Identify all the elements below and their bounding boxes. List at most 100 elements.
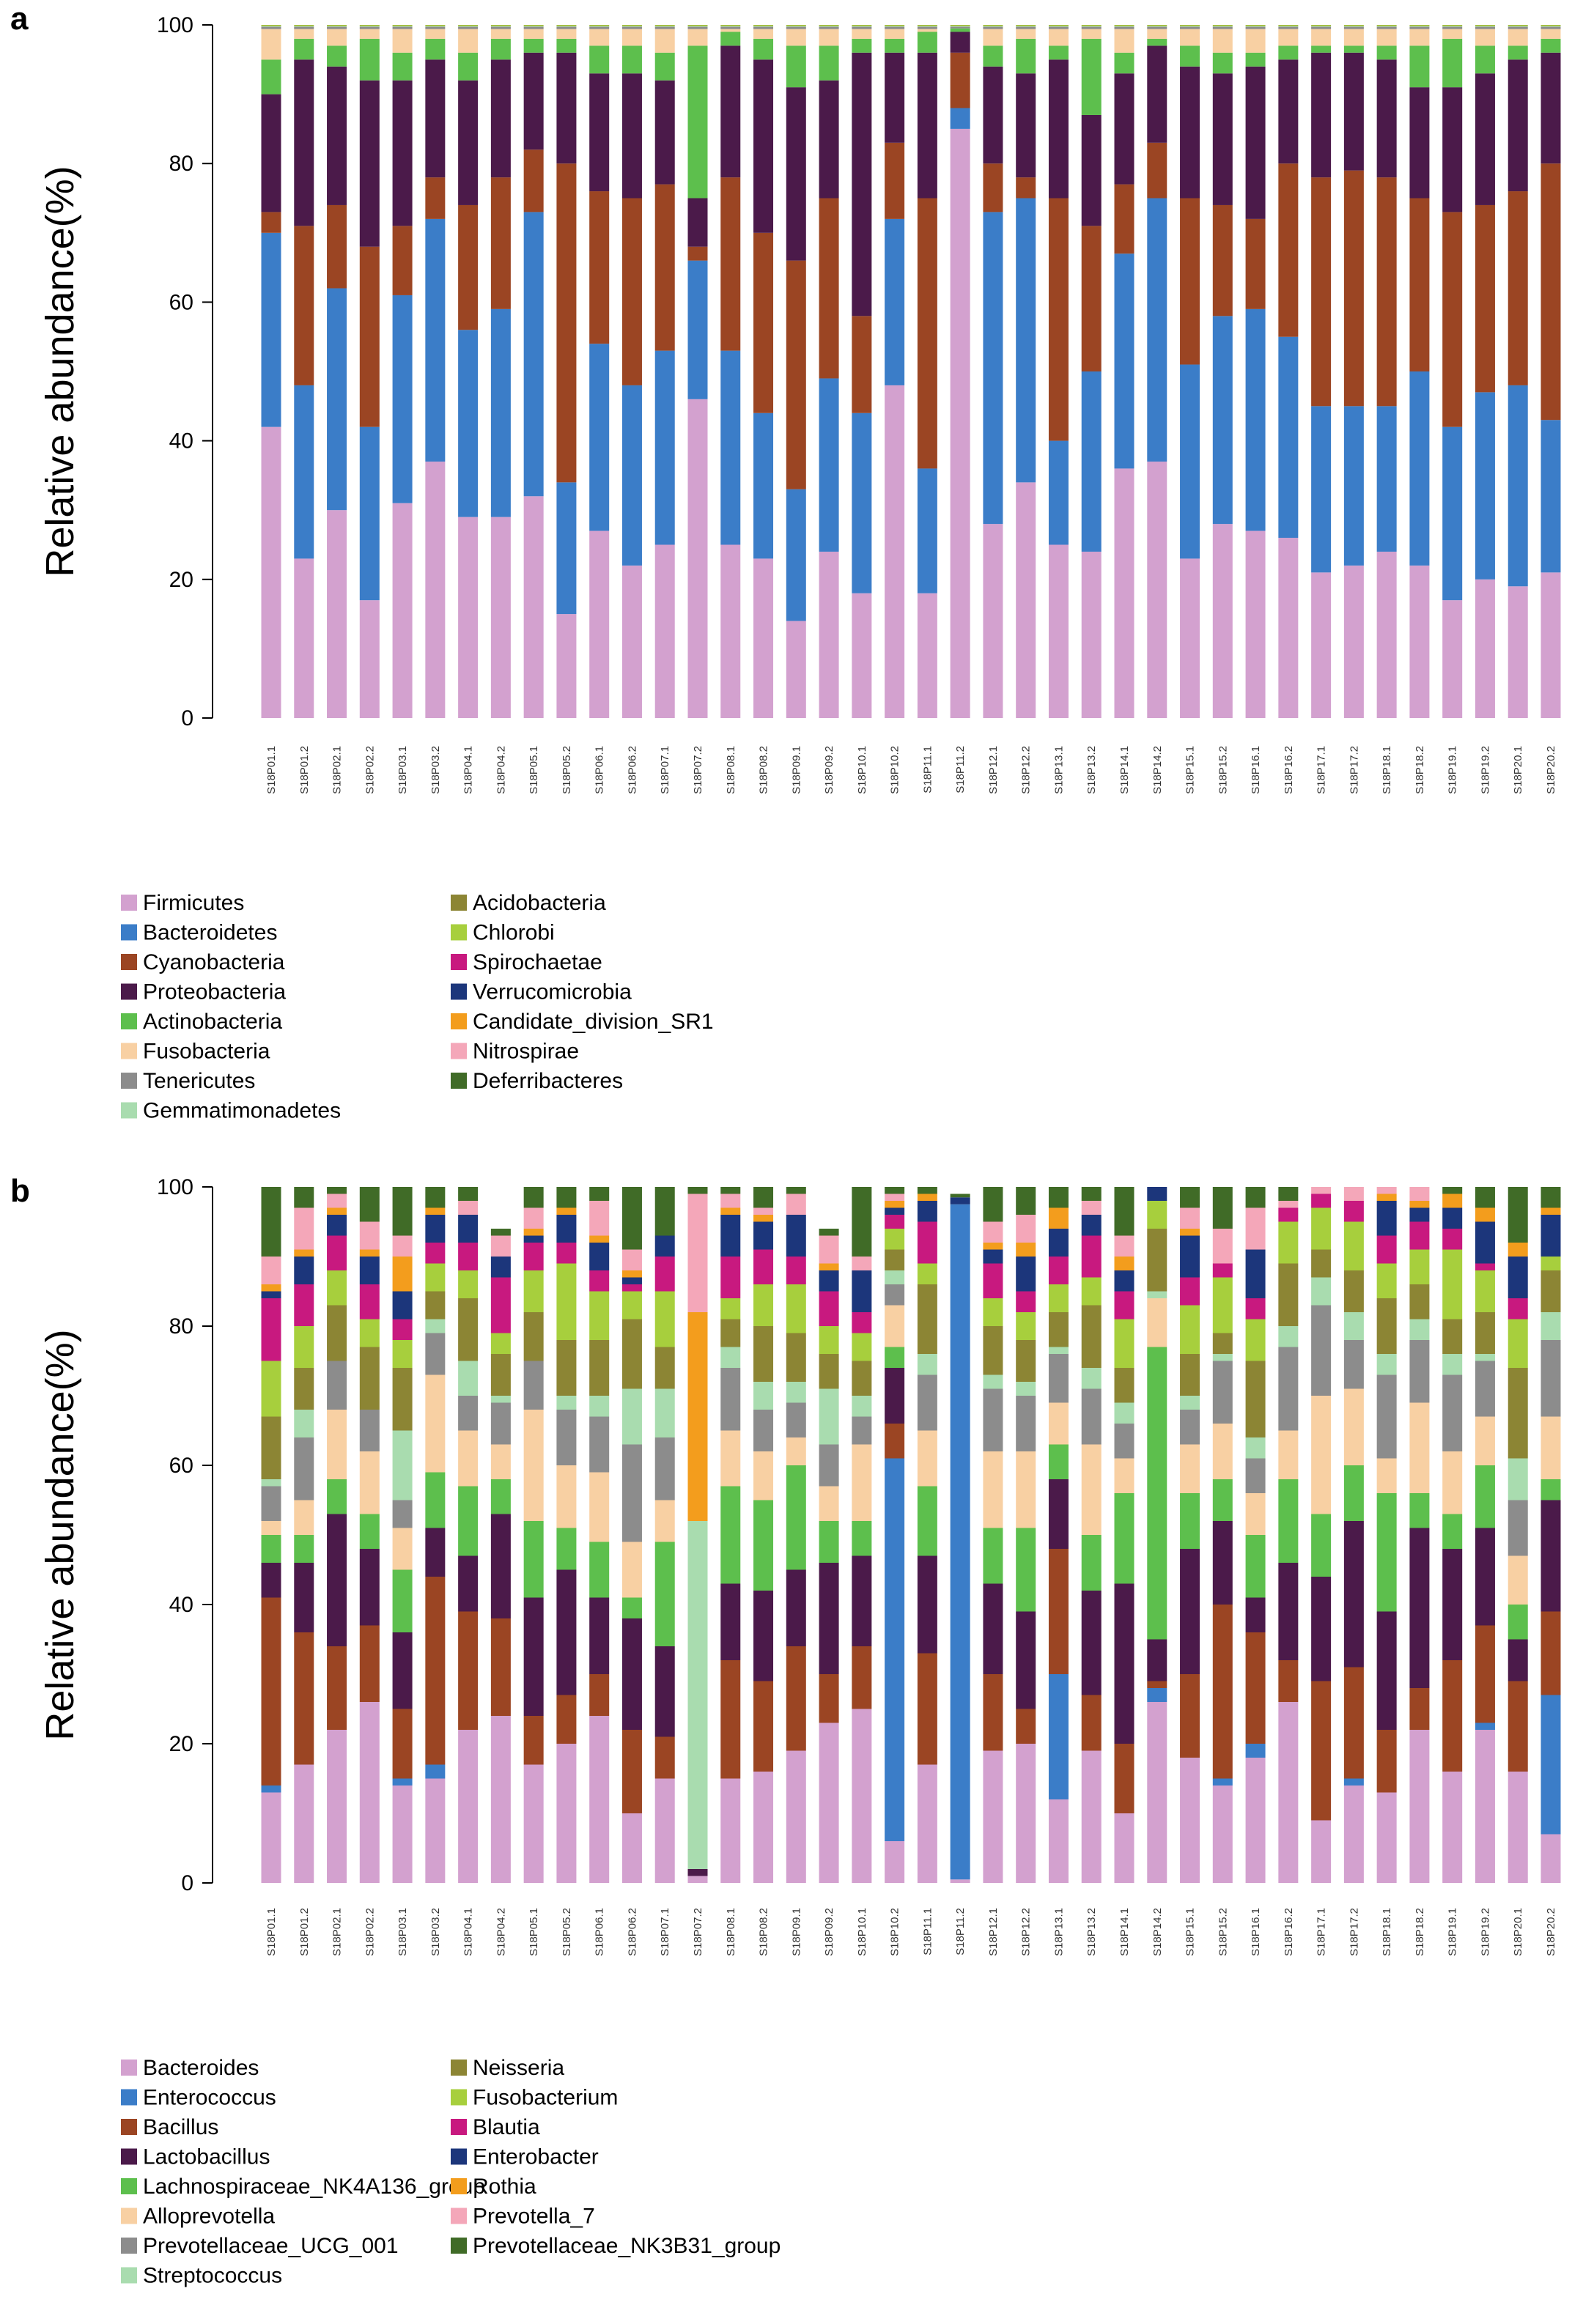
bar-segment-Bacteroides <box>852 1709 872 1883</box>
bar-segment-Gemmatimonadetes <box>1081 26 1102 27</box>
legend-label: Prevotella_7 <box>473 2205 595 2229</box>
bar-segment-Bacteroides <box>1147 1702 1167 1883</box>
bar-segment-Cyanobacteria <box>983 163 1003 212</box>
bar-segment-Neisseria <box>1048 1312 1069 1347</box>
bar-segment-Proteobacteria <box>852 52 872 317</box>
bar-segment-Actinobacteria <box>917 32 937 53</box>
bar-segment-Bacteroides <box>819 1722 839 1883</box>
bar-segment-Proteobacteria <box>589 73 610 192</box>
bar-segment-Fusobacteria <box>294 29 314 39</box>
bar-segment-Alloprevotella <box>1180 1444 1200 1493</box>
bar-segment-Alloprevotella <box>885 1305 905 1347</box>
x-tick-label: S18P07.1 <box>659 746 671 794</box>
bar-segment-Firmicutes <box>1442 600 1463 718</box>
bar-segment-Prevotellaceae_UCG_001 <box>1343 1340 1364 1389</box>
bar-segment-Streptococcus <box>687 1521 708 1869</box>
x-tick-label: S18P08.2 <box>758 746 770 794</box>
bar-segment-Streptococcus <box>294 1410 314 1437</box>
bar-segment-Prevotellaceae_UCG_001 <box>294 1437 314 1500</box>
bar-segment-Alloprevotella <box>654 1500 675 1542</box>
bar-segment-Bacteroidetes <box>1081 371 1102 552</box>
bar-segment-Gemmatimonadetes <box>425 26 446 27</box>
bar-segment-Enterococcus <box>1475 1722 1495 1730</box>
bar-segment-Firmicutes <box>720 544 741 718</box>
bar-segment-Actinobacteria <box>458 52 479 81</box>
bar-segment-Streptococcus <box>458 1361 479 1396</box>
bar-segment-Lactobacillus <box>294 1563 314 1632</box>
bar-segment-Bacteroides <box>294 1764 314 1883</box>
x-tick-label: S18P02.1 <box>331 746 344 794</box>
bar-segment-Fusobacteria <box>458 29 479 53</box>
bar-segment-Rothia <box>621 1270 642 1278</box>
bar-segment-Actinobacteria <box>1541 38 1561 53</box>
bar-segment-Blautia <box>556 1243 577 1264</box>
bar-segment-Tenericutes <box>1508 26 1528 29</box>
bar-segment-Chlorobi <box>458 25 479 26</box>
bar-segment-Firmicutes <box>1508 586 1528 718</box>
bar-segment-Bacillus <box>1016 1709 1036 1744</box>
bar-segment-Neisseria <box>885 1249 905 1270</box>
bar-segment-Gemmatimonadetes <box>556 26 577 27</box>
legend-swatch <box>121 2060 137 2076</box>
bar-segment-Rothia <box>983 1243 1003 1250</box>
bar-segment-Prevotellaceae_NK3B31_group <box>589 1187 610 1201</box>
bar-segment-Chlorobi <box>589 25 610 26</box>
legend-label: Fusobacterium <box>473 2086 618 2110</box>
bar-segment-Cyanobacteria <box>753 232 774 413</box>
bar-segment-Bacteroidetes <box>1343 406 1364 566</box>
bar-segment-Cyanobacteria <box>458 204 479 330</box>
x-tick-label: S18P15.1 <box>1184 746 1197 794</box>
bar-segment-Lactobacillus <box>1245 1597 1266 1632</box>
bar-segment-Lactobacillus <box>654 1646 675 1737</box>
bar-segment-Alloprevotella <box>490 1444 511 1479</box>
bar-segment-Bacillus <box>1245 1632 1266 1744</box>
x-tick-label: S18P03.2 <box>429 1908 442 1956</box>
bar-segment-Cyanobacteria <box>392 226 413 295</box>
bar-segment-Lachnospiraceae_NK4A136_group <box>1212 1479 1233 1521</box>
bar-segment-Bacteroidetes <box>1147 198 1167 462</box>
bar-segment-Lachnospiraceae_NK4A136_group <box>1475 1465 1495 1528</box>
y-tick-label: 40 <box>169 1593 193 1617</box>
bar-segment-Actinobacteria <box>1508 45 1528 60</box>
bar-segment-Enterococcus <box>392 1778 413 1785</box>
x-tick-label: S18P11.1 <box>921 746 934 793</box>
y-tick-label: 80 <box>169 1314 193 1339</box>
legend-item: Prevotellaceae_NK3B31_group <box>451 2234 781 2258</box>
bar-segment-Alloprevotella <box>523 1410 544 1521</box>
bar-segment-Lachnospiraceae_NK4A136_group <box>556 1528 577 1570</box>
stacked-bar-S18P11.2 <box>950 25 970 718</box>
x-tick-label: S18P17.2 <box>1348 746 1360 794</box>
legend-item: Deferribacteres <box>451 1069 623 1093</box>
bar-segment-Cyanobacteria <box>819 198 839 379</box>
stacked-bar-S18P20.2 <box>1541 25 1561 718</box>
bar-segment-Lactobacillus <box>1016 1611 1036 1709</box>
stacked-bar-S18P12.1 <box>983 1187 1003 1883</box>
bar-segment-Fusobacteria <box>1376 29 1397 46</box>
bar-segment-Lactobacillus <box>753 1591 774 1681</box>
bar-segment-Proteobacteria <box>1508 59 1528 192</box>
bar-segment-Firmicutes <box>654 544 675 718</box>
bar-segment-Firmicutes <box>852 593 872 718</box>
bar-segment-Prevotella_7 <box>458 1201 479 1215</box>
bar-segment-Lactobacillus <box>458 1555 479 1612</box>
legend-swatch <box>121 1013 137 1029</box>
bar-segment-Prevotellaceae_UCG_001 <box>392 1500 413 1528</box>
legend-swatch <box>121 2148 137 2165</box>
bar-segment-Bacteroides <box>589 1716 610 1883</box>
bar-segment-Bacteroides <box>1311 1820 1332 1883</box>
bar-segment-Bacteroides <box>425 1778 446 1883</box>
bar-segment-Neisseria <box>425 1291 446 1320</box>
stacked-bar-S18P10.1 <box>852 1187 872 1883</box>
bar-segment-Actinobacteria <box>950 28 970 32</box>
bar-segment-Lachnospiraceae_NK4A136_group <box>1541 1479 1561 1500</box>
x-tick-label: S18P01.1 <box>265 746 278 794</box>
bar-segment-Lactobacillus <box>392 1632 413 1709</box>
bar-segment-Chlorobi <box>1343 25 1364 26</box>
bar-segment-Neisseria <box>621 1319 642 1389</box>
x-tick-label: S18P11.2 <box>954 746 967 793</box>
bar-segment-Chlorobi <box>885 25 905 26</box>
stacked-bar-S18P04.2 <box>490 1229 511 1883</box>
bar-segment-Prevotellaceae_NK3B31_group <box>1245 1187 1266 1208</box>
stacked-bar-S18P06.1 <box>589 1187 610 1883</box>
bar-segment-Fusobacteria <box>687 29 708 46</box>
